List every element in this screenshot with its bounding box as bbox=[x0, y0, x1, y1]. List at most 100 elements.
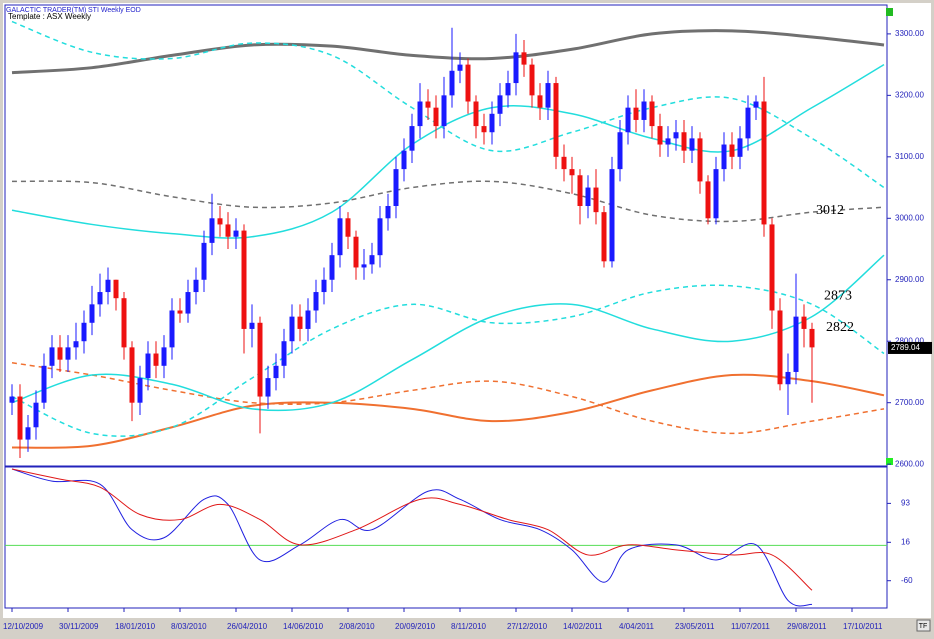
candle-body bbox=[561, 156, 567, 170]
x-tick-label: 2/08/2010 bbox=[339, 622, 375, 631]
candle-body bbox=[289, 316, 295, 342]
x-tick-label: 4/04/2011 bbox=[619, 622, 655, 631]
overlay-line bbox=[11, 254, 885, 412]
candle-body bbox=[369, 255, 375, 265]
y-tick-label: 2600.00 bbox=[895, 459, 924, 468]
candle-body bbox=[449, 70, 455, 96]
candle-body bbox=[769, 224, 775, 311]
candle-body bbox=[49, 347, 55, 366]
candle-body bbox=[417, 101, 423, 127]
panel-marker bbox=[886, 8, 893, 16]
x-tick-label: 29/08/2011 bbox=[787, 622, 827, 631]
candle-body bbox=[489, 113, 495, 133]
candle-body bbox=[505, 83, 511, 96]
candle-body bbox=[225, 224, 231, 237]
candle-body bbox=[433, 107, 439, 127]
candle-body bbox=[553, 83, 559, 157]
candle-body bbox=[753, 101, 759, 108]
candle-body bbox=[801, 316, 807, 329]
x-tick-label: 23/05/2011 bbox=[675, 622, 715, 631]
candle-body bbox=[457, 64, 463, 71]
candle-body bbox=[153, 353, 159, 366]
candle-body bbox=[121, 298, 127, 348]
candle-body bbox=[793, 316, 799, 372]
candle-body bbox=[313, 292, 319, 311]
candle-body bbox=[705, 181, 711, 219]
candle-body bbox=[641, 101, 647, 120]
overlay-line bbox=[11, 20, 885, 189]
candle-body bbox=[361, 264, 367, 268]
candle-body bbox=[185, 292, 191, 314]
candle-body bbox=[537, 95, 543, 108]
panel-marker bbox=[886, 458, 893, 465]
candle-body bbox=[97, 292, 103, 305]
candle-body bbox=[161, 347, 167, 366]
candle-body bbox=[689, 138, 695, 151]
y-tick-label: 16 bbox=[901, 537, 910, 546]
candle-body bbox=[657, 126, 663, 145]
annotation: 3012 bbox=[816, 203, 844, 218]
y-tick-label: 2700.00 bbox=[895, 398, 924, 407]
candle-body bbox=[465, 64, 471, 102]
last-price-box bbox=[888, 341, 932, 354]
price-panel-border bbox=[4, 4, 888, 467]
x-tick-label: 17/10/2011 bbox=[843, 622, 883, 631]
tf-button[interactable] bbox=[916, 619, 931, 632]
candle-body bbox=[625, 107, 631, 133]
candle-body bbox=[81, 322, 87, 342]
x-tick-label: 14/06/2010 bbox=[283, 622, 324, 631]
candle-body bbox=[481, 126, 487, 133]
candle-body bbox=[353, 236, 359, 268]
annotation: 2873 bbox=[824, 289, 852, 304]
candle-body bbox=[145, 353, 151, 379]
candle-body bbox=[649, 101, 655, 127]
candle-body bbox=[577, 175, 583, 206]
candle-body bbox=[785, 371, 791, 385]
candle-body bbox=[529, 64, 535, 96]
candle-body bbox=[25, 427, 31, 440]
candle-body bbox=[721, 144, 727, 170]
candle-body bbox=[65, 347, 71, 360]
y-tick-label: 3100.00 bbox=[895, 152, 924, 161]
x-tick-label: 18/01/2010 bbox=[115, 622, 156, 631]
candle-body bbox=[345, 218, 351, 237]
candle-body bbox=[113, 279, 119, 299]
candle-body bbox=[257, 322, 263, 397]
candle-body bbox=[761, 101, 767, 225]
candle-body bbox=[681, 132, 687, 151]
y-tick-label: 3200.00 bbox=[895, 90, 924, 99]
y-tick-label: 2800.00 bbox=[895, 336, 924, 345]
candle-body bbox=[673, 132, 679, 139]
candle-body bbox=[73, 341, 79, 348]
chart-title: GALACTIC TRADER(TM) bbox=[6, 7, 86, 14]
candle-body bbox=[409, 126, 415, 151]
candle-body bbox=[33, 402, 39, 428]
tf-button-label: TF bbox=[919, 623, 928, 630]
x-tick-label: 11/07/2011 bbox=[731, 622, 770, 631]
annotation: 2822 bbox=[826, 320, 854, 335]
candle-body bbox=[41, 365, 47, 403]
x-tick-label: 12/10/2009 bbox=[3, 622, 44, 631]
x-tick-label: 8/11/2010 bbox=[451, 622, 487, 631]
template-label: Template : ASX Weekly bbox=[8, 12, 91, 21]
candle-body bbox=[441, 95, 447, 127]
candle-body bbox=[521, 52, 527, 65]
candle-body bbox=[809, 328, 815, 348]
candle-body bbox=[57, 347, 63, 360]
y-tick-label: 2900.00 bbox=[895, 275, 924, 284]
candle-body bbox=[777, 310, 783, 385]
candle-body bbox=[105, 279, 111, 293]
candle-body bbox=[601, 212, 607, 262]
candle-body bbox=[273, 365, 279, 379]
candle-body bbox=[209, 218, 215, 243]
candle-body bbox=[193, 279, 199, 293]
candle-body bbox=[633, 107, 639, 120]
y-tick-label: 3300.00 bbox=[895, 29, 924, 38]
candle-body bbox=[297, 316, 303, 329]
candle-body bbox=[497, 95, 503, 114]
y-tick-label: 3000.00 bbox=[895, 213, 924, 222]
x-tick-label: 30/11/2009 bbox=[59, 622, 99, 631]
candle-body bbox=[401, 150, 407, 170]
candle-body bbox=[697, 138, 703, 182]
x-tick-label: 20/09/2010 bbox=[395, 622, 436, 631]
